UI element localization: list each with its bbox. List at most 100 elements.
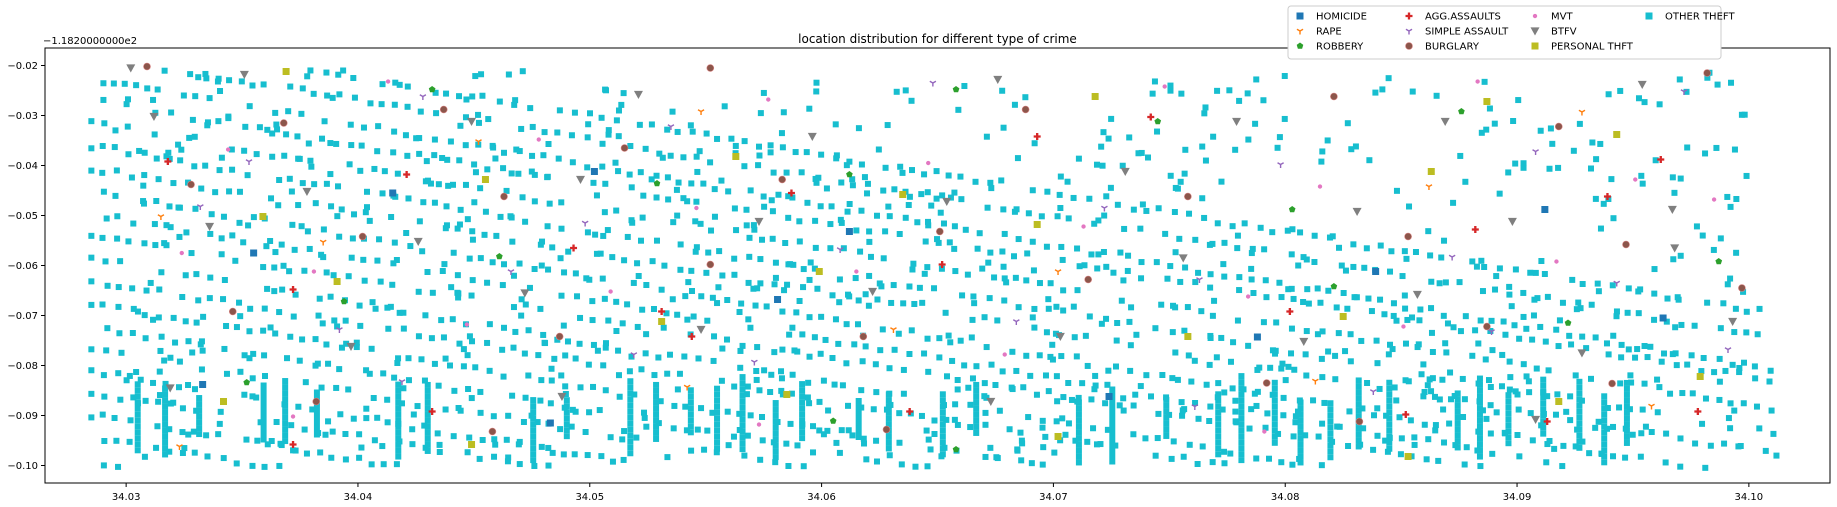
data-point bbox=[682, 293, 689, 300]
data-point bbox=[906, 408, 914, 416]
data-point bbox=[1664, 295, 1671, 302]
data-point bbox=[1015, 304, 1022, 311]
data-point bbox=[1387, 268, 1394, 275]
data-point bbox=[940, 220, 947, 227]
data-point bbox=[1766, 378, 1773, 385]
data-point bbox=[1248, 250, 1255, 257]
data-point bbox=[558, 225, 565, 232]
data-point bbox=[908, 97, 915, 104]
data-point bbox=[1130, 431, 1137, 438]
data-point bbox=[313, 419, 320, 426]
data-point bbox=[400, 385, 407, 392]
data-point bbox=[261, 305, 268, 312]
data-point bbox=[1576, 396, 1583, 403]
series-personal-thft bbox=[220, 68, 1704, 460]
data-point bbox=[1314, 285, 1321, 292]
data-point bbox=[1618, 354, 1625, 361]
data-point bbox=[395, 355, 402, 362]
data-point bbox=[1644, 354, 1651, 361]
data-point bbox=[1143, 207, 1150, 214]
data-point bbox=[1475, 340, 1482, 347]
data-point bbox=[1288, 285, 1295, 292]
data-point bbox=[696, 148, 703, 155]
data-point bbox=[203, 75, 210, 82]
data-point bbox=[505, 71, 512, 78]
data-point bbox=[218, 154, 225, 161]
data-point bbox=[779, 308, 786, 315]
data-point bbox=[1355, 377, 1362, 384]
data-point bbox=[1254, 388, 1261, 395]
data-point bbox=[1635, 310, 1642, 317]
data-point bbox=[714, 397, 721, 404]
data-point bbox=[964, 271, 971, 278]
data-point bbox=[1031, 305, 1038, 312]
data-point bbox=[772, 454, 779, 461]
data-point bbox=[902, 214, 909, 221]
data-point bbox=[1704, 299, 1711, 306]
data-point bbox=[1560, 442, 1567, 449]
x-tick-label: 34.06 bbox=[807, 492, 836, 503]
data-point bbox=[1722, 367, 1729, 374]
data-point bbox=[163, 153, 170, 160]
data-point bbox=[239, 70, 249, 79]
data-point bbox=[921, 270, 928, 277]
data-point bbox=[562, 383, 569, 390]
data-point bbox=[885, 433, 892, 440]
data-point bbox=[855, 416, 862, 422]
data-point bbox=[1727, 400, 1734, 407]
data-point bbox=[805, 379, 812, 386]
data-point bbox=[1520, 164, 1527, 171]
data-point bbox=[1245, 342, 1252, 349]
data-point bbox=[179, 450, 186, 456]
data-point bbox=[374, 148, 381, 155]
data-point bbox=[509, 238, 516, 245]
data-point bbox=[1505, 434, 1512, 441]
data-point bbox=[1608, 176, 1615, 183]
data-point bbox=[714, 421, 721, 428]
data-point bbox=[1473, 263, 1480, 270]
data-point bbox=[981, 314, 988, 321]
data-point bbox=[912, 463, 919, 470]
data-point bbox=[133, 369, 140, 375]
y-tick-label: −0.05 bbox=[7, 211, 38, 222]
data-point bbox=[319, 320, 326, 327]
data-point bbox=[855, 434, 862, 440]
data-point bbox=[421, 422, 428, 429]
data-point bbox=[193, 319, 200, 326]
data-point bbox=[973, 423, 980, 430]
data-point bbox=[144, 85, 151, 92]
data-point bbox=[772, 442, 779, 449]
data-point bbox=[254, 437, 261, 444]
data-point bbox=[241, 147, 248, 154]
data-point bbox=[1458, 108, 1465, 115]
data-point bbox=[130, 220, 137, 227]
data-point bbox=[1317, 184, 1323, 189]
data-point bbox=[1186, 210, 1193, 217]
data-point bbox=[409, 441, 416, 448]
data-point bbox=[261, 352, 268, 359]
data-point bbox=[599, 163, 606, 170]
data-point bbox=[118, 349, 125, 356]
data-point bbox=[1641, 99, 1648, 106]
data-point bbox=[112, 127, 119, 134]
data-point bbox=[1091, 93, 1099, 100]
data-point bbox=[403, 230, 410, 236]
data-point bbox=[464, 216, 471, 223]
data-point bbox=[1327, 406, 1334, 413]
data-point bbox=[872, 361, 879, 368]
data-point bbox=[885, 415, 892, 422]
data-point bbox=[390, 260, 397, 267]
data-point bbox=[545, 141, 552, 147]
data-point bbox=[1440, 312, 1447, 319]
data-point bbox=[337, 411, 344, 418]
data-point bbox=[1075, 435, 1082, 442]
data-point bbox=[371, 437, 378, 444]
data-point bbox=[313, 407, 320, 414]
data-point bbox=[562, 391, 569, 397]
data-point bbox=[1529, 336, 1536, 343]
data-point bbox=[284, 355, 291, 362]
data-point bbox=[466, 333, 473, 340]
data-point bbox=[710, 357, 717, 364]
data-point bbox=[530, 433, 537, 440]
data-point bbox=[1167, 87, 1174, 94]
